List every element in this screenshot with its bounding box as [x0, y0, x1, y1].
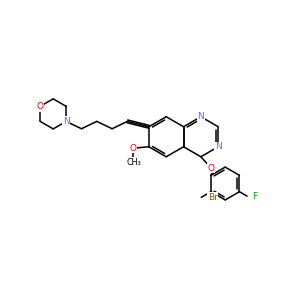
Text: N: N	[215, 142, 222, 151]
Text: CH₃: CH₃	[127, 158, 142, 166]
Text: O: O	[37, 102, 44, 111]
Text: O: O	[129, 144, 136, 153]
Text: F: F	[252, 192, 257, 201]
Text: N: N	[63, 117, 70, 126]
Text: N: N	[197, 112, 204, 121]
Text: O: O	[208, 164, 215, 172]
Text: Br: Br	[208, 193, 218, 202]
Text: N: N	[63, 117, 70, 126]
